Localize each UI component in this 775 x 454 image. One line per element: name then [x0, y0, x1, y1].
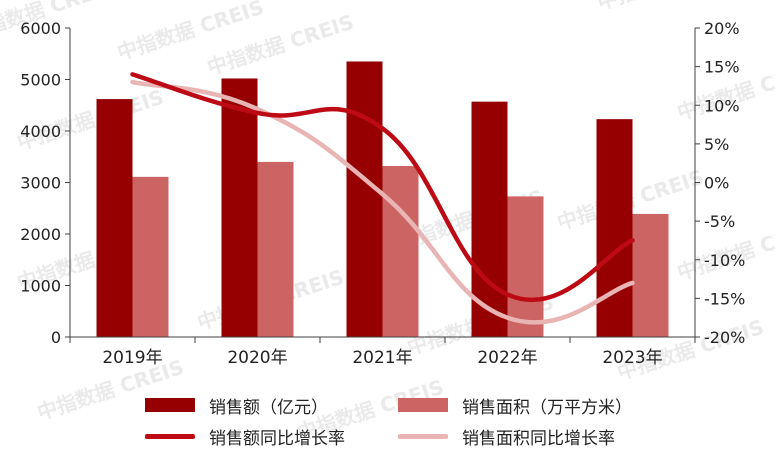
axes-layer: 0 1000 2000 3000 4000 5000 6000 -20% -15% -10% -5%… — [20, 19, 745, 368]
y-right-tick-label: -10% — [704, 251, 745, 270]
y-right-tick-label: 5% — [704, 135, 729, 154]
watermark-text: 中指数据 CREIS — [14, 85, 167, 155]
lines-layer — [130, 72, 635, 325]
y-right-tick-label: 15% — [704, 58, 740, 77]
x-tick-label: 2022年 — [477, 348, 537, 368]
watermark-text: 中指数据 CREIS — [594, 0, 747, 15]
bar-sales-area — [507, 196, 544, 337]
line-amount-growth — [130, 72, 635, 303]
bar-sales-area — [257, 161, 294, 337]
y-left-tick-label: 2000 — [20, 225, 61, 244]
bar-sales-amount — [471, 101, 508, 338]
watermark-text: 中指数据 CREIS — [294, 375, 447, 445]
bars-layer — [96, 61, 669, 338]
y-left-tick-label: 0 — [51, 328, 61, 347]
y-right-tick-label: 10% — [704, 96, 740, 115]
y-left-tick-label: 6000 — [20, 19, 61, 38]
y-left-tick-label: 1000 — [20, 277, 61, 296]
bar-sales-area — [132, 176, 169, 337]
bar-sales-area — [632, 213, 669, 337]
y-right-tick-label: 20% — [704, 19, 740, 38]
y-right-tick-label: -5% — [704, 212, 735, 231]
bar-sales-amount — [96, 99, 133, 337]
x-tick-label: 2021年 — [352, 348, 412, 368]
line-area-growth — [130, 79, 635, 325]
bar-sales-amount — [596, 119, 633, 337]
x-tick-label: 2020年 — [227, 348, 287, 368]
bar-sales-area — [382, 166, 419, 337]
x-tick-label: 2023年 — [602, 348, 662, 368]
y-right-tick-label: -20% — [704, 328, 745, 347]
y-right-tick-label: -15% — [704, 289, 745, 308]
bar-sales-amount — [346, 61, 383, 337]
y-right-tick-label: 0% — [704, 174, 729, 193]
y-left-tick-label: 4000 — [20, 122, 61, 141]
y-left-tick-label: 3000 — [20, 174, 61, 193]
y-left-tick-label: 5000 — [20, 71, 61, 90]
x-tick-label: 2019年 — [102, 348, 162, 368]
bar-sales-amount — [221, 78, 258, 337]
